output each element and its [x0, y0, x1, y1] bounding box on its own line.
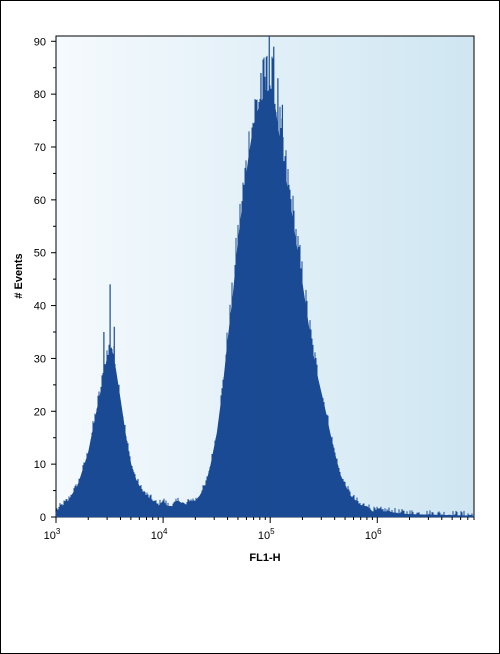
histogram-layer: [55, 55, 475, 518]
y-tick-label: 0: [40, 512, 46, 524]
x-tick-exponent: 3: [56, 527, 61, 536]
y-tick-label: 50: [34, 248, 46, 260]
axes-layer: 0 10 20 30 40 50 60 70 80 90 103 104 105 106: [34, 36, 475, 542]
y-tick-label: 20: [34, 406, 46, 418]
y-tick-label: 70: [34, 142, 46, 154]
y-tick-label: 80: [34, 89, 46, 101]
x-tick-label: 103: [44, 527, 61, 542]
x-tick-exponent: 4: [163, 527, 168, 536]
y-axis-title: # Events: [13, 253, 25, 298]
x-tick-label: 105: [258, 527, 275, 542]
x-tick-label: 104: [151, 527, 168, 542]
x-tick-exponent: 6: [377, 527, 382, 536]
x-tick-exponent: 5: [270, 527, 275, 536]
x-tick-label: 106: [365, 527, 382, 542]
y-tick-label: 10: [34, 459, 46, 471]
spike-layer: [103, 36, 283, 517]
y-tick-label: 40: [34, 301, 46, 313]
x-axis-title: FL1-H: [249, 552, 280, 564]
y-tick-label: 60: [34, 195, 46, 207]
y-tick-label: 90: [34, 36, 46, 48]
y-tick-label: 30: [34, 353, 46, 365]
